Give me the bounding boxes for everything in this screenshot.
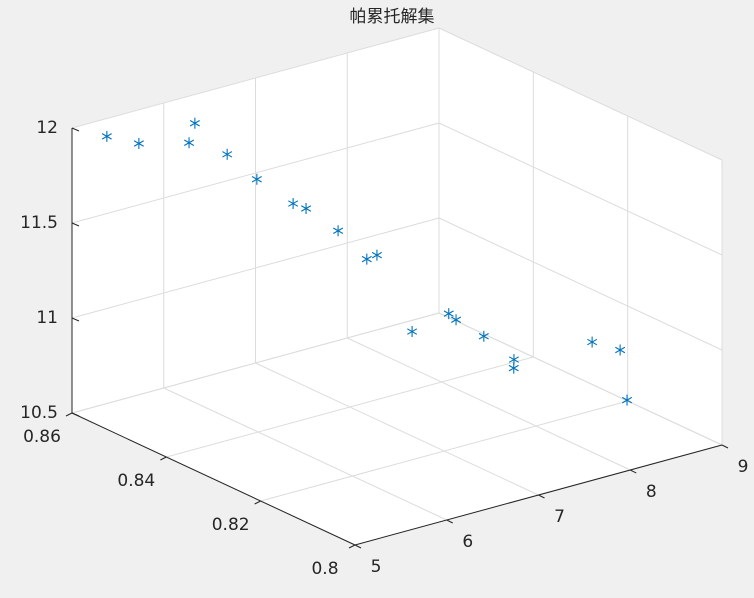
y-tick [65,412,73,417]
marker [508,362,519,374]
x-tick [446,519,453,524]
marker [450,314,462,326]
z-tick [71,412,80,417]
grid-line [71,217,440,319]
x-tick [721,444,729,449]
marker [371,249,382,261]
z-tick-label: 11 [36,308,58,328]
marker [101,130,112,142]
x-tick-label: 6 [462,532,473,552]
z-tick [71,127,80,132]
marker [133,137,144,149]
y-tick-label: 0.82 [212,515,250,535]
y-tick [160,456,167,461]
grid-line [163,387,447,521]
grid-line [166,356,534,458]
grid-line [438,27,723,161]
x-tick-label: 9 [738,457,749,477]
marker-stroke [133,140,144,147]
marker-stroke [508,364,519,372]
marker-stroke [288,200,299,207]
z-tick-label: 11.5 [20,213,58,233]
marker [189,117,200,129]
side-wall [439,28,722,445]
x-tick [354,544,362,549]
x-tick-label: 8 [646,482,657,502]
chart-title: 帕累托解集 [350,7,435,27]
grid-line [438,217,723,351]
y-tick-label: 0.84 [117,471,155,491]
marker-stroke [189,119,200,127]
marker [478,330,489,342]
marker-stroke [184,139,195,146]
x-tick [630,469,637,474]
y-tick [254,500,261,505]
y-tick-label: 0.8 [311,559,338,579]
marker-stroke [621,396,633,404]
marker-stroke [361,255,372,263]
marker-stroke [407,328,418,335]
marker [184,137,195,149]
x-tick [538,494,545,499]
x-tick-label: 7 [554,507,565,527]
marker [288,198,299,210]
grid-line [71,27,440,129]
marker-stroke [101,133,112,140]
z-tick-label: 12 [36,118,58,138]
marker [615,344,626,356]
marker [222,148,233,160]
z-tick [71,317,80,322]
y-tick-label: 0.86 [23,427,61,447]
marker [301,203,312,214]
z-tick [71,222,80,227]
marker [621,394,633,406]
marker-stroke [333,227,344,235]
grid-line [71,312,440,414]
marker-stroke [478,333,489,340]
y-tick [348,544,356,549]
marker [407,326,418,338]
grid-line [255,362,539,496]
marker-stroke [443,310,454,317]
grid-line [347,337,631,471]
marker [333,225,344,237]
marker-stroke [251,176,262,183]
marker [361,253,372,265]
marker [251,173,262,185]
grid-line [260,400,628,502]
marker [587,336,598,348]
marker-stroke [371,251,382,259]
grid-line [71,122,440,224]
z-tick-label: 10.5 [20,403,58,423]
marker-stroke [508,356,519,363]
y-axis [71,412,356,546]
marker [443,308,454,320]
marker-stroke [301,205,312,212]
marker-stroke [450,316,462,324]
grid-line [438,122,723,256]
marker-stroke [587,338,598,346]
marker-stroke [615,346,626,354]
x-tick-label: 5 [371,557,382,577]
marker-stroke [222,151,233,158]
